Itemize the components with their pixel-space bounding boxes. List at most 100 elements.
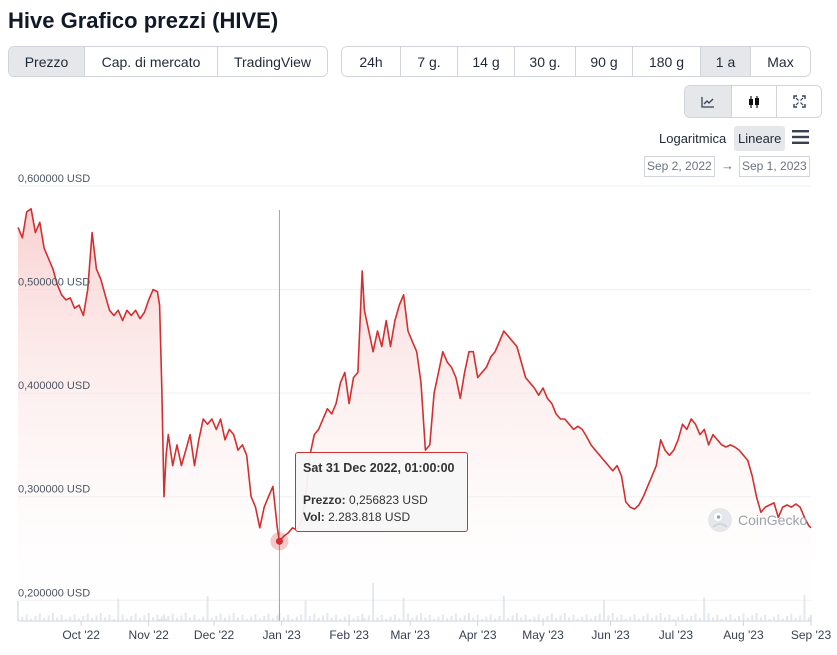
volume-bar	[237, 617, 240, 621]
volume-bar	[339, 619, 342, 621]
volume-bar	[751, 615, 754, 621]
volume-bar	[542, 618, 545, 621]
volume-bar	[725, 616, 728, 621]
x-tick-label: Sep '23	[791, 628, 832, 642]
volume-bar	[441, 614, 444, 621]
range-24h[interactable]: 24h	[342, 47, 400, 76]
volume-bar	[108, 614, 111, 621]
volume-bar	[790, 613, 793, 621]
range-90d[interactable]: 90 g	[575, 47, 632, 76]
fullscreen-icon	[792, 95, 806, 108]
volume-bar	[781, 618, 784, 621]
date-to-input[interactable]: Sep 1, 2023	[739, 156, 810, 177]
volume-bar	[47, 615, 50, 621]
volume-bar	[563, 613, 566, 621]
volume-bar	[703, 597, 706, 621]
volume-bar	[193, 614, 196, 621]
range-7d[interactable]: 7 g.	[400, 47, 457, 76]
y-tick-label: 0,500000 USD	[18, 277, 90, 289]
volume-bar	[742, 613, 745, 621]
view-tabs: Prezzo Cap. di mercato TradingView	[8, 46, 328, 77]
volume-bar	[91, 617, 94, 621]
volume-bar	[402, 598, 405, 621]
volume-bar	[245, 619, 248, 621]
volume-bar	[232, 613, 235, 621]
volume-bar	[25, 614, 28, 621]
volume-bar	[263, 616, 266, 621]
volume-bar	[711, 617, 714, 621]
volume-bar	[380, 614, 383, 621]
candlestick-button[interactable]	[731, 86, 776, 117]
volume-bar	[555, 617, 558, 621]
volume-bar	[537, 614, 540, 621]
volume-bar	[655, 615, 658, 621]
volume-bar	[729, 614, 732, 621]
volume-bar	[629, 616, 632, 621]
volume-bar	[707, 613, 710, 621]
volume-bar	[415, 615, 418, 621]
scale-log-toggle[interactable]: Logaritmica	[659, 131, 727, 146]
tab-prezzo[interactable]: Prezzo	[9, 47, 84, 76]
volume-bar	[533, 616, 536, 621]
volume-bar	[467, 613, 470, 621]
volume-bar	[125, 618, 128, 621]
x-tick-label: Feb '23	[329, 628, 369, 642]
fullscreen-button[interactable]	[776, 86, 821, 117]
volume-bar	[189, 617, 192, 621]
volume-bar	[393, 614, 396, 621]
volume-bar	[746, 617, 749, 621]
volume-bar	[428, 614, 431, 621]
volume-bar	[799, 615, 802, 621]
range-180d[interactable]: 180 g	[632, 47, 700, 76]
range-max[interactable]: Max	[750, 47, 810, 76]
tooltip-price-label: Prezzo:	[303, 493, 346, 507]
volume-bar	[546, 616, 549, 621]
scale-linear-toggle[interactable]: Lineare	[734, 126, 786, 151]
volume-bar	[398, 618, 401, 621]
x-tick-label: Oct '22	[62, 628, 100, 642]
volume-bar	[454, 613, 457, 621]
volume-bar	[38, 613, 41, 621]
volume-bar	[117, 598, 120, 621]
volume-bar	[171, 613, 174, 621]
volume-bar	[424, 617, 427, 621]
volume-bar	[223, 617, 226, 621]
volume-bar	[668, 614, 671, 621]
volume-bar	[134, 613, 137, 621]
tab-tradingview[interactable]: TradingView	[217, 47, 327, 76]
volume-bar	[472, 617, 475, 621]
volume-bar	[738, 616, 741, 621]
watermark-text: CoinGecko	[738, 512, 808, 528]
menu-icon[interactable]	[792, 130, 809, 144]
range-1y[interactable]: 1 a	[700, 47, 750, 76]
volume-bar	[389, 616, 392, 621]
line-chart-icon	[701, 96, 714, 108]
volume-bar	[620, 614, 623, 621]
volume-bar	[716, 614, 719, 621]
range-14d[interactable]: 14 g	[457, 47, 514, 76]
line-chart-button[interactable]	[685, 86, 731, 117]
volume-bar	[147, 613, 150, 621]
volume-bar	[78, 618, 80, 621]
volume-bar	[17, 601, 19, 621]
volume-bar	[300, 614, 303, 621]
hover-halo	[270, 532, 289, 551]
tooltip-volume-value: 2.283.818 USD	[328, 510, 411, 524]
volume-bar	[759, 617, 762, 621]
volume-bar	[322, 615, 324, 621]
volume-bar	[278, 613, 281, 621]
volume-bar	[158, 619, 161, 621]
x-tick-label: Dec '22	[194, 628, 235, 642]
volume-bar	[755, 613, 758, 621]
range-30d[interactable]: 30 g.	[514, 47, 575, 76]
volume-bar	[343, 616, 346, 621]
watermark: CoinGecko	[707, 507, 807, 533]
date-from-input[interactable]: Sep 2, 2022	[644, 156, 715, 177]
volume-bar	[672, 619, 675, 621]
volume-bar	[581, 616, 584, 621]
volume-bar	[86, 613, 89, 621]
volume-bar	[633, 614, 636, 621]
tab-market-cap[interactable]: Cap. di mercato	[84, 47, 217, 76]
tooltip-volume-label: Vol:	[303, 510, 325, 524]
volume-bar	[313, 613, 316, 621]
